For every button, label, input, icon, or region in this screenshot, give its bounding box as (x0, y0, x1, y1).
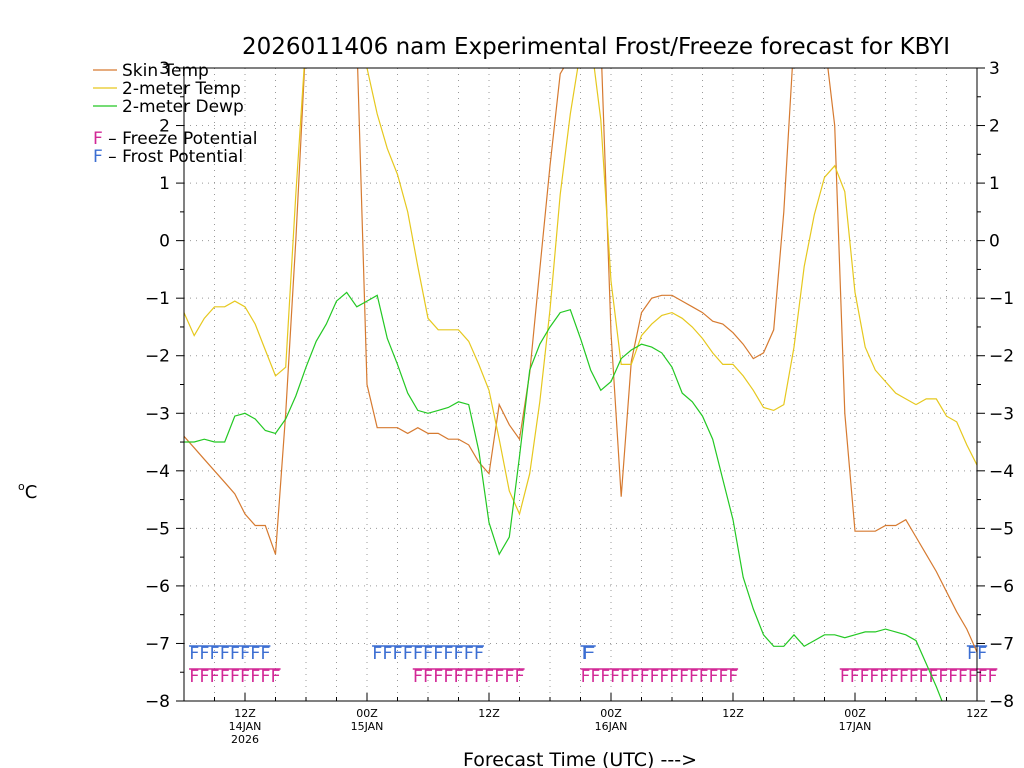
y-tick-label-right: 2 (989, 117, 1000, 137)
x-tick-label: 2026 (231, 733, 259, 746)
legend-frost-potential: F – Frost Potential (93, 147, 243, 167)
legend-label-2m-temp: 2-meter Temp (122, 79, 241, 99)
x-tick-label: 12Z (966, 707, 988, 720)
y-tick-label-right: −7 (989, 634, 1014, 654)
y-tick-label-left: −6 (145, 577, 170, 597)
y-tick-label-left: −7 (145, 634, 170, 654)
y-tick-label-right: −3 (989, 404, 1014, 424)
series-lines (184, 68, 977, 701)
y-axis-right: −8 −7 −6 −5 −4 −3 −2 −1 0 1 2 3 (977, 59, 1014, 712)
x-tick-label: 00Z (600, 707, 622, 720)
x-tick-label: 00Z (356, 707, 378, 720)
y-tick-label-right: 0 (989, 232, 1000, 252)
y-tick-label-right: −4 (989, 462, 1014, 482)
y-tick-label-left: −4 (145, 462, 170, 482)
series-line-skin-temp (184, 68, 977, 654)
freeze-potential-marks: FFFFFFFFFFFFFFFF (840, 667, 998, 687)
y-tick-label-right: −2 (989, 347, 1014, 367)
series-line-2-meter-temp (184, 68, 977, 516)
plot-frame (183, 67, 978, 702)
y-tick-label-left: 0 (159, 232, 170, 252)
y-axis-left: −8 −7 −6 −5 −4 −3 −2 −1 0 1 2 3 (145, 59, 184, 712)
legend-freeze-potential: F – Freeze Potential (93, 129, 257, 149)
frost-potential-marks: FFFFFFFF (189, 644, 270, 664)
y-tick-label-left: −8 (145, 692, 170, 712)
x-tick-label: 17JAN (839, 720, 872, 733)
y-tick-label-left: −1 (145, 289, 170, 309)
x-tick-label: 14JAN (229, 720, 262, 733)
legend-label-skin-temp: Skin Temp (122, 61, 209, 81)
y-tick-label-left: 1 (159, 174, 170, 194)
y-tick-label-left: 2 (159, 117, 170, 137)
legend-label-2m-dewp: 2-meter Dewp (122, 97, 244, 117)
y-tick-label-left: −3 (145, 404, 170, 424)
y-tick-label-right: −6 (989, 577, 1014, 597)
x-tick-label: 16JAN (595, 720, 628, 733)
x-tick-label: 12Z (478, 707, 500, 720)
y-tick-label-left: −5 (145, 519, 170, 539)
series-line-2-meter-dewp (184, 291, 943, 701)
grid-lines (184, 68, 977, 701)
x-axis-label: Forecast Time (UTC) ---> (463, 749, 697, 768)
y-tick-label-right: −8 (989, 692, 1014, 712)
x-tick-label: 12Z (722, 707, 744, 720)
x-tick-label: 15JAN (351, 720, 384, 733)
y-tick-label-left: 3 (159, 59, 170, 79)
y-axis-label: oC (18, 480, 37, 503)
frost-potential-marks: F (581, 644, 596, 664)
y-tick-label-left: −2 (145, 347, 170, 367)
potential-markers: FFFFFFFF FFFFFFFFFFF F FFFFFFFFFFF FFFFFFFFF… (189, 644, 998, 687)
freeze-potential-marks: FFFFFFFFF (189, 667, 280, 687)
freeze-potential-marks: FFFFFFFFFFF (413, 667, 525, 687)
freeze-potential-marks: FFFFFFFFFFFFFFFF (581, 667, 739, 687)
chart-title: 2026011406 nam Experimental Frost/Freeze… (242, 34, 950, 60)
y-tick-label-right: −1 (989, 289, 1014, 309)
y-tick-label-right: 3 (989, 59, 1000, 79)
x-tick-label: 12Z (234, 707, 256, 720)
y-tick-label-right: 1 (989, 174, 1000, 194)
legend: Skin Temp 2-meter Temp 2-meter Dewp F – … (93, 61, 257, 167)
x-tick-label: 00Z (844, 707, 866, 720)
frost-potential-marks: FFFFFFFFFFF (372, 644, 484, 664)
y-tick-label-right: −5 (989, 519, 1014, 539)
